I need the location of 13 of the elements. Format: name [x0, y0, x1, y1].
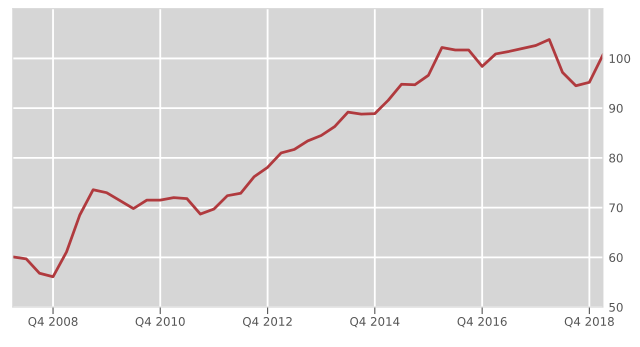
- y-tick-label: 100: [610, 54, 630, 64]
- x-tick-label: Q4 2018: [564, 317, 614, 328]
- y-tick-label: 50: [609, 302, 623, 312]
- x-tick-label: Q4 2012: [242, 317, 292, 328]
- x-tick-label: Q4 2014: [350, 317, 400, 328]
- y-tick-label: 70: [609, 203, 623, 212]
- y-tick-label: 60: [609, 253, 623, 262]
- x-tick-label: Q4 2016: [458, 317, 507, 328]
- x-tick-label: Q4 2008: [28, 317, 78, 328]
- y-tick-label: 90: [609, 104, 623, 113]
- x-tick-label: Q4 2010: [136, 317, 185, 328]
- line-series: [12, 38, 603, 278]
- y-tick-label: 80: [609, 154, 623, 163]
